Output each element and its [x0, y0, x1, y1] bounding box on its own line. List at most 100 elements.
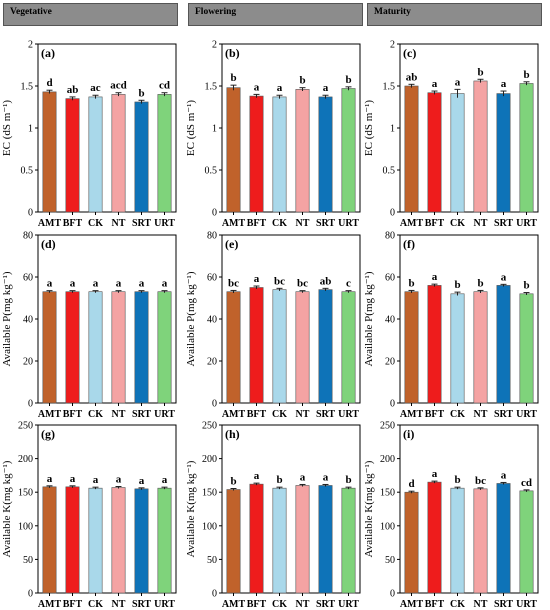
x-tick-label: CK	[450, 218, 465, 229]
header-vegetative-label: Vegetative	[10, 7, 52, 17]
bar-srt	[134, 101, 149, 213]
chart-panel-9: 0 50 100 150 200 250 Available K(mg kg⁻¹) (i) d A…	[363, 421, 539, 610]
y-tick-label: 0.5	[21, 166, 34, 177]
bar-urt	[341, 487, 356, 594]
y-tick-label: 20	[385, 357, 395, 368]
significance-letter: a	[162, 474, 168, 486]
x-tick-label: AMT	[222, 599, 246, 610]
x-tick-label: AMT	[400, 409, 424, 420]
bar-ck	[88, 291, 103, 404]
x-tick-label: NT	[112, 218, 126, 229]
bar-bft	[249, 95, 264, 213]
x-tick-label: URT	[338, 218, 359, 229]
x-tick-label: CK	[272, 409, 287, 420]
x-tick-label: AMT	[38, 409, 62, 420]
bar-nt	[473, 488, 488, 594]
bar-srt	[134, 488, 149, 594]
significance-letter: b	[477, 277, 483, 289]
significance-letter: a	[501, 78, 507, 90]
y-tick-label: 1	[212, 124, 217, 135]
y-tick-label: 200	[380, 454, 395, 465]
bar-amt	[42, 486, 57, 594]
x-tick-label: AMT	[38, 599, 62, 610]
x-tick-label: SRT	[132, 599, 151, 610]
y-axis-label: Available K(mg kg⁻¹)	[1, 460, 13, 557]
significance-letter: a	[501, 271, 507, 283]
significance-letter: a	[93, 474, 99, 486]
chart-panel-2: 0 0.5 1 1.5 2 EC (dS m⁻¹) (b) b AMT a BFT a CK b NT a SR…	[185, 40, 361, 229]
x-tick-label: URT	[154, 599, 175, 610]
header-maturity-label: Maturity	[374, 7, 411, 17]
significance-letter: ac	[90, 82, 101, 94]
x-tick-label: AMT	[222, 409, 246, 420]
y-tick-label: 80	[23, 231, 33, 242]
plot-frame	[221, 43, 361, 213]
y-tick-label: 60	[207, 273, 217, 284]
x-tick-label: AMT	[222, 218, 246, 229]
y-tick-label: 40	[23, 315, 33, 326]
bar-ck	[450, 487, 465, 594]
panel-label: (a)	[41, 46, 55, 60]
y-tick-label: 100	[18, 521, 33, 532]
bar-urt	[519, 293, 534, 404]
bar-amt	[226, 291, 241, 404]
panel-label: (b)	[225, 46, 240, 60]
x-tick-label: NT	[474, 218, 488, 229]
panel-label: (e)	[225, 237, 238, 251]
significance-letter: a	[116, 278, 122, 290]
significance-letter: b	[477, 66, 483, 78]
bar-ck	[450, 93, 465, 213]
significance-letter: a	[254, 273, 260, 285]
bar-urt	[157, 291, 172, 404]
chart-panel-7: 0 50 100 150 200 250 Available K(mg kg⁻¹) (g) a A…	[1, 421, 177, 610]
bar-nt	[111, 291, 126, 404]
x-tick-label: AMT	[38, 218, 62, 229]
header-maturity: Maturity	[367, 3, 542, 26]
bar-bft	[427, 285, 442, 404]
x-tick-label: URT	[338, 599, 359, 610]
x-tick-label: BFT	[247, 218, 267, 229]
x-tick-label: AMT	[400, 218, 424, 229]
significance-letter: ab	[406, 71, 418, 83]
panel-label: (f)	[403, 237, 415, 251]
plot-frame	[399, 43, 539, 213]
y-tick-label: 40	[207, 315, 217, 326]
bar-amt	[404, 291, 419, 404]
significance-letter: b	[230, 476, 236, 488]
y-tick-label: 0	[28, 208, 33, 219]
significance-letter: a	[93, 278, 99, 290]
bar-nt	[111, 94, 126, 213]
y-tick-label: 20	[23, 357, 33, 368]
x-tick-label: AMT	[400, 599, 424, 610]
x-tick-label: NT	[296, 218, 310, 229]
significance-letter: a	[432, 78, 438, 90]
significance-letter: a	[323, 471, 329, 483]
y-axis-label: Available K(mg kg⁻¹)	[363, 460, 375, 557]
bar-urt	[157, 94, 172, 213]
significance-letter: bc	[274, 275, 285, 287]
significance-letter: bc	[228, 277, 239, 289]
y-tick-label: 250	[202, 421, 217, 432]
significance-letter: a	[254, 470, 260, 482]
y-tick-label: 0.5	[383, 166, 396, 177]
y-tick-label: 150	[202, 488, 217, 499]
y-axis-label: Available K(mg kg⁻¹)	[185, 460, 197, 557]
bar-ck	[272, 487, 287, 594]
bar-srt	[496, 93, 511, 213]
y-axis-label: EC (dS m⁻¹)	[185, 100, 197, 156]
significance-letter: a	[432, 271, 438, 283]
bar-srt	[496, 285, 511, 404]
x-tick-label: CK	[88, 409, 103, 420]
significance-letter: a	[139, 475, 145, 487]
y-tick-label: 0	[28, 589, 33, 600]
bar-ck	[272, 289, 287, 404]
x-tick-label: CK	[272, 599, 287, 610]
x-tick-label: URT	[516, 409, 537, 420]
significance-letter: a	[47, 278, 53, 290]
x-tick-label: BFT	[247, 599, 267, 610]
bar-srt	[318, 289, 333, 404]
significance-letter: cd	[521, 477, 532, 489]
x-tick-label: SRT	[494, 599, 513, 610]
panel-label: (h)	[225, 427, 240, 441]
